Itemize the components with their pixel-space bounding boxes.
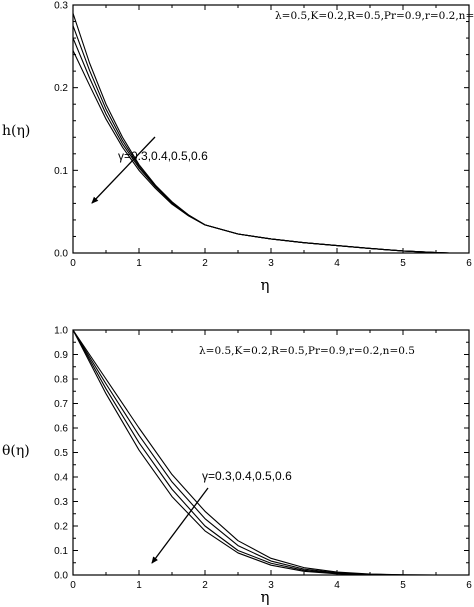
x-axis-label: η — [261, 588, 270, 606]
y-tick-label: 0.1 — [54, 546, 68, 557]
y-tick-label: 0.1 — [54, 166, 68, 177]
y-tick-label: 0.3 — [54, 1, 68, 12]
direction-arrow — [151, 487, 209, 564]
parameters-annotation: λ=0.5,K=0.2,R=0.5,Pr=0.9,r=0.2,n=0.5 — [199, 345, 415, 357]
y-tick-label: 0.0 — [54, 571, 68, 582]
plot-frame — [72, 4, 470, 254]
x-tick-label: 5 — [400, 580, 406, 591]
x-tick-label: 3 — [268, 258, 274, 269]
series-line-1 — [72, 329, 469, 576]
x-tick-label: 4 — [334, 258, 340, 269]
series-line-3 — [72, 37, 450, 254]
y-tick-label: 0.9 — [54, 350, 68, 361]
x-tick-label: 0 — [70, 258, 76, 269]
y-tick-label: 0.5 — [54, 448, 68, 459]
x-tick-label: 2 — [202, 258, 208, 269]
x-tick-label: 1 — [136, 580, 142, 591]
parameters-annotation: λ=0.5,K=0.2,R=0.5,Pr=0.9,r=0.2,n=0.5 — [275, 10, 474, 22]
x-axis-label: η — [261, 276, 270, 294]
y-tick-label: 0.2 — [54, 522, 68, 533]
x-tick-label: 0 — [70, 580, 76, 591]
y-tick-label: 0.8 — [54, 375, 68, 386]
y-tick-label: 0.2 — [54, 83, 68, 94]
series-line-2 — [72, 329, 469, 576]
x-tick-label: 6 — [466, 580, 472, 591]
series-line-1 — [72, 13, 450, 254]
y-tick-label: 0.4 — [54, 473, 68, 484]
y-tick-label: 0.6 — [54, 424, 68, 435]
series-line-3 — [72, 329, 469, 576]
x-tick-label: 1 — [136, 258, 142, 269]
y-axis-label: θ(η) — [2, 443, 30, 459]
y-axis-label: h(η) — [2, 123, 30, 139]
x-tick-label: 6 — [466, 258, 472, 269]
direction-arrow — [91, 136, 156, 204]
series-line-4 — [72, 50, 450, 254]
plot-frame — [72, 329, 470, 576]
y-tick-label: 0.3 — [54, 497, 68, 508]
x-tick-label: 5 — [400, 258, 406, 269]
x-tick-label: 4 — [334, 580, 340, 591]
x-tick-label: 3 — [268, 580, 274, 591]
y-tick-label: 0.0 — [54, 249, 68, 260]
series-line-4 — [72, 329, 469, 576]
y-tick-label: 1.0 — [54, 326, 68, 337]
y-tick-label: 0.7 — [54, 399, 68, 410]
gamma-annotation: γ=0.3,0.4,0.5,0.6 — [202, 469, 292, 483]
series-line-2 — [72, 25, 450, 254]
x-tick-label: 2 — [202, 580, 208, 591]
